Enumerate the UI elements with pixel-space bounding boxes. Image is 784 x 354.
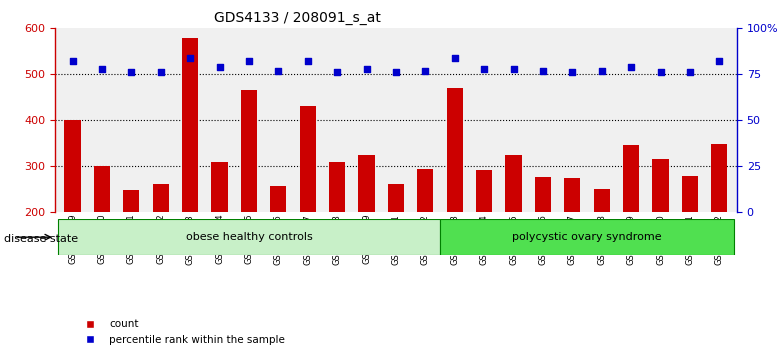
- Bar: [94, 166, 110, 212]
- Bar: [64, 120, 81, 212]
- Point: [96, 66, 108, 72]
- Bar: [593, 189, 610, 212]
- Point: [477, 66, 490, 72]
- Point: [448, 55, 461, 61]
- Bar: [358, 155, 375, 212]
- Bar: [623, 145, 639, 212]
- Point: [390, 70, 402, 75]
- Point: [301, 59, 314, 64]
- Point: [625, 64, 637, 70]
- Bar: [58, 219, 440, 255]
- Bar: [652, 159, 669, 212]
- Bar: [270, 186, 286, 212]
- Text: obese healthy controls: obese healthy controls: [186, 232, 312, 242]
- Bar: [535, 177, 551, 212]
- Point: [183, 55, 196, 61]
- Point: [154, 70, 167, 75]
- Point: [536, 68, 549, 74]
- Text: disease state: disease state: [4, 234, 78, 244]
- Point: [713, 59, 725, 64]
- Bar: [711, 144, 728, 212]
- Point: [654, 70, 666, 75]
- Point: [213, 64, 226, 70]
- Bar: [476, 170, 492, 212]
- Bar: [440, 219, 734, 255]
- Point: [125, 70, 138, 75]
- Bar: [388, 184, 404, 212]
- Point: [272, 68, 285, 74]
- Bar: [329, 162, 345, 212]
- Bar: [241, 91, 257, 212]
- Bar: [299, 105, 316, 212]
- Point: [566, 70, 579, 75]
- Bar: [212, 162, 227, 212]
- Bar: [682, 176, 698, 212]
- Point: [595, 68, 608, 74]
- Point: [419, 68, 431, 74]
- Bar: [447, 88, 463, 212]
- Text: polycystic ovary syndrome: polycystic ovary syndrome: [512, 232, 662, 242]
- Bar: [123, 190, 140, 212]
- Point: [331, 70, 343, 75]
- Point: [242, 59, 255, 64]
- Bar: [564, 178, 580, 212]
- Bar: [506, 155, 521, 212]
- Point: [507, 66, 520, 72]
- Bar: [182, 38, 198, 212]
- Point: [66, 59, 78, 64]
- Bar: [417, 169, 434, 212]
- Bar: [153, 184, 169, 212]
- Point: [684, 70, 696, 75]
- Text: GDS4133 / 208091_s_at: GDS4133 / 208091_s_at: [215, 11, 381, 25]
- Legend: count, percentile rank within the sample: count, percentile rank within the sample: [76, 315, 289, 349]
- Point: [360, 66, 372, 72]
